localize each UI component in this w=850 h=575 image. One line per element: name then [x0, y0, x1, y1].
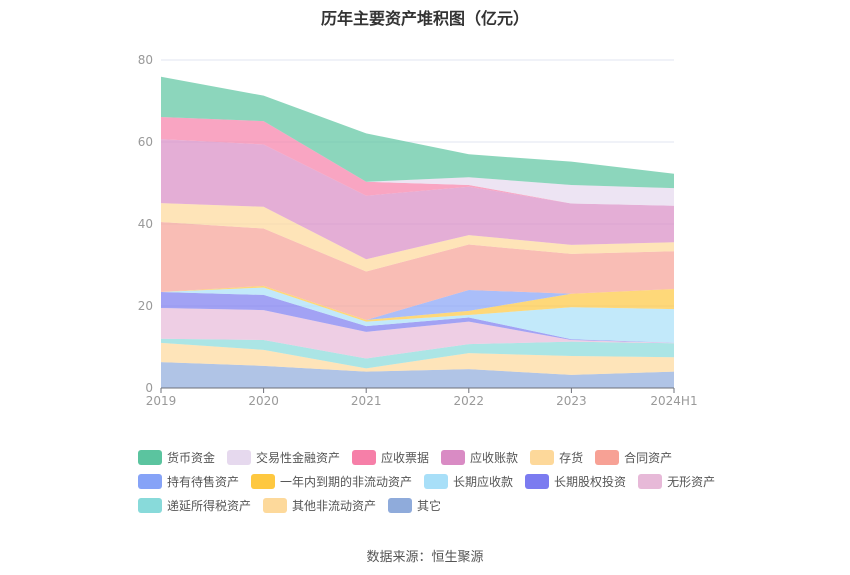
legend-swatch [227, 450, 252, 465]
area-series-13 [161, 76, 674, 189]
y-tick-label: 60 [138, 135, 153, 149]
area-series-5 [161, 287, 674, 343]
legend-label: 货币资金 [167, 451, 216, 465]
legend-item[interactable]: 长期应收款 [424, 474, 513, 489]
legend-item[interactable]: 应收票据 [352, 450, 429, 465]
legend-label: 持有待售资产 [167, 475, 240, 489]
x-tick-label: 2020 [248, 394, 279, 408]
area-series-12 [161, 116, 674, 206]
legend-label: 长期应收款 [453, 475, 514, 489]
legend-item[interactable]: 其他非流动资产 [263, 498, 376, 513]
y-tick-label: 0 [145, 381, 153, 395]
legend-label: 交易性金融资产 [256, 451, 341, 465]
chart-title: 历年主要资产堆积图（亿元） [320, 9, 529, 28]
area-series-11 [161, 116, 674, 206]
legend-label: 递延所得税资产 [167, 499, 252, 513]
legend-swatch [251, 474, 276, 489]
legend-item[interactable]: 交易性金融资产 [227, 450, 340, 465]
stacked-area-chart: 0 20 40 60 80 2019 2020 2021 2022 2023 2024H1 [138, 53, 698, 408]
legend-label: 无形资产 [667, 475, 716, 489]
y-tick-label: 40 [138, 217, 153, 231]
legend-swatch [352, 450, 377, 465]
legend-swatch [263, 498, 288, 513]
area-series-7 [161, 285, 674, 320]
legend-item[interactable]: 合同资产 [595, 450, 672, 465]
legend-item[interactable]: 存货 [530, 450, 583, 465]
legend-swatch [525, 474, 550, 489]
area-series-9 [161, 203, 674, 272]
area-series-8 [161, 221, 674, 320]
area-series-2 [161, 338, 674, 369]
legend-swatch [424, 474, 449, 489]
legend-swatch [138, 498, 162, 513]
legend-item[interactable]: 无形资产 [638, 474, 715, 489]
legend-label: 其他非流动资产 [292, 499, 377, 513]
legend-item[interactable]: 持有待售资产 [138, 474, 239, 489]
legend: 货币资金 交易性金融资产 应收票据 应收账款 存货 合同资产持有待售资产 一年内到期的非流动… [138, 450, 738, 513]
legend-item[interactable]: 货币资金 [138, 450, 215, 465]
area-series-10 [161, 139, 674, 260]
area-series-4 [161, 292, 674, 343]
legend-swatch [530, 450, 555, 465]
data-source: 数据来源：恒生聚源 [366, 550, 484, 565]
legend-item[interactable]: 应收账款 [441, 450, 518, 465]
x-tick-label: 2021 [351, 394, 382, 408]
legend-swatch [388, 498, 413, 513]
legend-item[interactable]: 一年内到期的非流动资产 [251, 474, 412, 489]
area-series-0 [161, 362, 674, 388]
legend-item[interactable]: 递延所得税资产 [138, 498, 251, 513]
y-tick-label: 80 [138, 53, 153, 67]
legend-label: 长期股权投资 [554, 475, 627, 489]
x-tick-label: 2023 [556, 394, 587, 408]
legend-label: 应收票据 [381, 451, 430, 465]
x-tick-label: 2024H1 [650, 394, 697, 408]
legend-label: 合同资产 [624, 451, 673, 465]
legend-swatch [441, 450, 466, 465]
area-series-1 [161, 342, 674, 375]
legend-item[interactable]: 长期股权投资 [525, 474, 626, 489]
x-tick-label: 2022 [454, 394, 485, 408]
area-series-6 [161, 285, 674, 322]
area-series-3 [161, 308, 674, 359]
legend-swatch [138, 450, 162, 465]
x-tick-label: 2019 [146, 394, 177, 408]
legend-swatch [138, 474, 162, 489]
legend-label: 一年内到期的非流动资产 [280, 475, 413, 489]
legend-swatch [638, 474, 663, 489]
legend-label: 应收账款 [470, 451, 519, 465]
legend-label: 存货 [559, 451, 584, 465]
legend-label: 其它 [417, 499, 442, 513]
legend-item[interactable]: 其它 [388, 498, 441, 513]
y-tick-label: 20 [138, 299, 153, 313]
legend-swatch [595, 450, 620, 465]
